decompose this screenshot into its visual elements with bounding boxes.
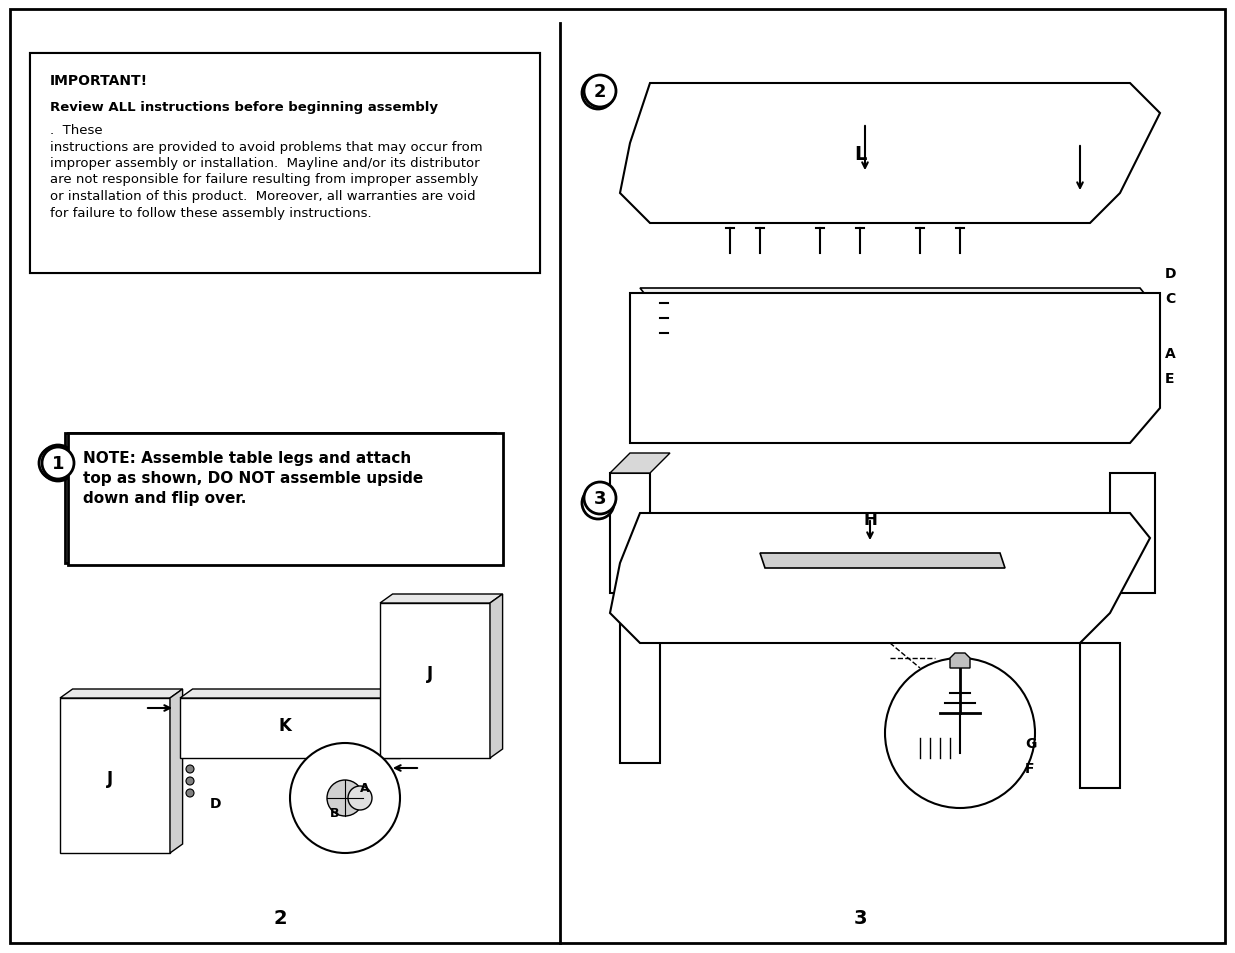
Polygon shape <box>610 514 1150 643</box>
Polygon shape <box>610 474 650 594</box>
Text: Review ALL instructions before beginning assembly: Review ALL instructions before beginning… <box>49 101 438 113</box>
Polygon shape <box>61 689 183 699</box>
Text: Review ALL instructions before beginning assembly .  These
instructions are prov: Review ALL instructions before beginning… <box>44 101 478 189</box>
Polygon shape <box>950 654 969 668</box>
Circle shape <box>290 743 400 853</box>
Polygon shape <box>620 614 659 763</box>
Text: 3: 3 <box>853 908 867 927</box>
Text: 2: 2 <box>273 908 287 927</box>
Polygon shape <box>1079 643 1120 788</box>
Polygon shape <box>620 84 1160 224</box>
Circle shape <box>582 78 614 110</box>
Text: L: L <box>853 144 866 163</box>
Bar <box>68 434 503 565</box>
Polygon shape <box>630 294 1160 443</box>
Circle shape <box>584 76 616 108</box>
Circle shape <box>186 778 194 785</box>
Polygon shape <box>380 603 490 759</box>
Circle shape <box>885 659 1035 808</box>
Text: J: J <box>427 664 433 682</box>
Polygon shape <box>180 699 400 759</box>
Text: Review ALL instructions before beginning assembly: Review ALL instructions before beginning… <box>44 99 433 112</box>
Text: 1: 1 <box>52 455 64 473</box>
Text: .  These
instructions are provided to avoid problems that may occur from
imprope: . These instructions are provided to avo… <box>49 124 483 219</box>
Text: B: B <box>330 806 340 820</box>
Text: K: K <box>279 717 291 734</box>
Polygon shape <box>610 454 671 474</box>
Polygon shape <box>61 699 170 853</box>
Text: NOTE: Assemble table legs and attach
top as shown, DO NOT assemble upside
down a: NOTE: Assemble table legs and attach top… <box>83 451 424 505</box>
Polygon shape <box>640 289 1160 314</box>
Text: D: D <box>1165 267 1177 281</box>
Circle shape <box>42 448 74 479</box>
Circle shape <box>40 446 77 481</box>
Text: Review ALL instructions before beginning assembly: Review ALL instructions before beginning… <box>44 101 433 113</box>
Text: 2: 2 <box>594 83 606 101</box>
Text: F: F <box>1025 761 1035 775</box>
Polygon shape <box>1110 474 1155 594</box>
Circle shape <box>582 488 614 519</box>
Bar <box>65 434 495 563</box>
Text: H: H <box>863 511 877 529</box>
Text: NOTE: Assemble table legs and attach
top as shown, DO NOT assemble upside
down a: NOTE: Assemble table legs and attach top… <box>80 449 420 503</box>
Circle shape <box>327 781 363 816</box>
Text: 1: 1 <box>49 455 61 473</box>
Text: IMPORTANT!: IMPORTANT! <box>49 74 148 88</box>
Text: G: G <box>1025 737 1036 750</box>
Bar <box>30 54 540 274</box>
Circle shape <box>186 789 194 797</box>
Text: 1: 1 <box>52 455 64 473</box>
Polygon shape <box>490 595 503 759</box>
Circle shape <box>186 765 194 773</box>
Text: D: D <box>210 796 221 810</box>
Text: A: A <box>1165 347 1176 360</box>
Text: C: C <box>1165 292 1176 306</box>
Circle shape <box>40 448 70 479</box>
Text: E: E <box>1165 372 1174 386</box>
Text: 2: 2 <box>593 85 604 103</box>
Polygon shape <box>760 554 1005 568</box>
Text: 3: 3 <box>594 490 606 507</box>
Polygon shape <box>180 689 412 699</box>
Circle shape <box>584 482 616 515</box>
Text: J: J <box>107 769 114 787</box>
Text: A: A <box>361 781 369 795</box>
Text: 3: 3 <box>593 495 604 513</box>
Bar <box>30 54 540 274</box>
Text: IMPORTANT!: IMPORTANT! <box>44 74 143 88</box>
Polygon shape <box>170 689 183 853</box>
Polygon shape <box>400 689 412 759</box>
Polygon shape <box>380 595 503 603</box>
Circle shape <box>348 786 372 810</box>
